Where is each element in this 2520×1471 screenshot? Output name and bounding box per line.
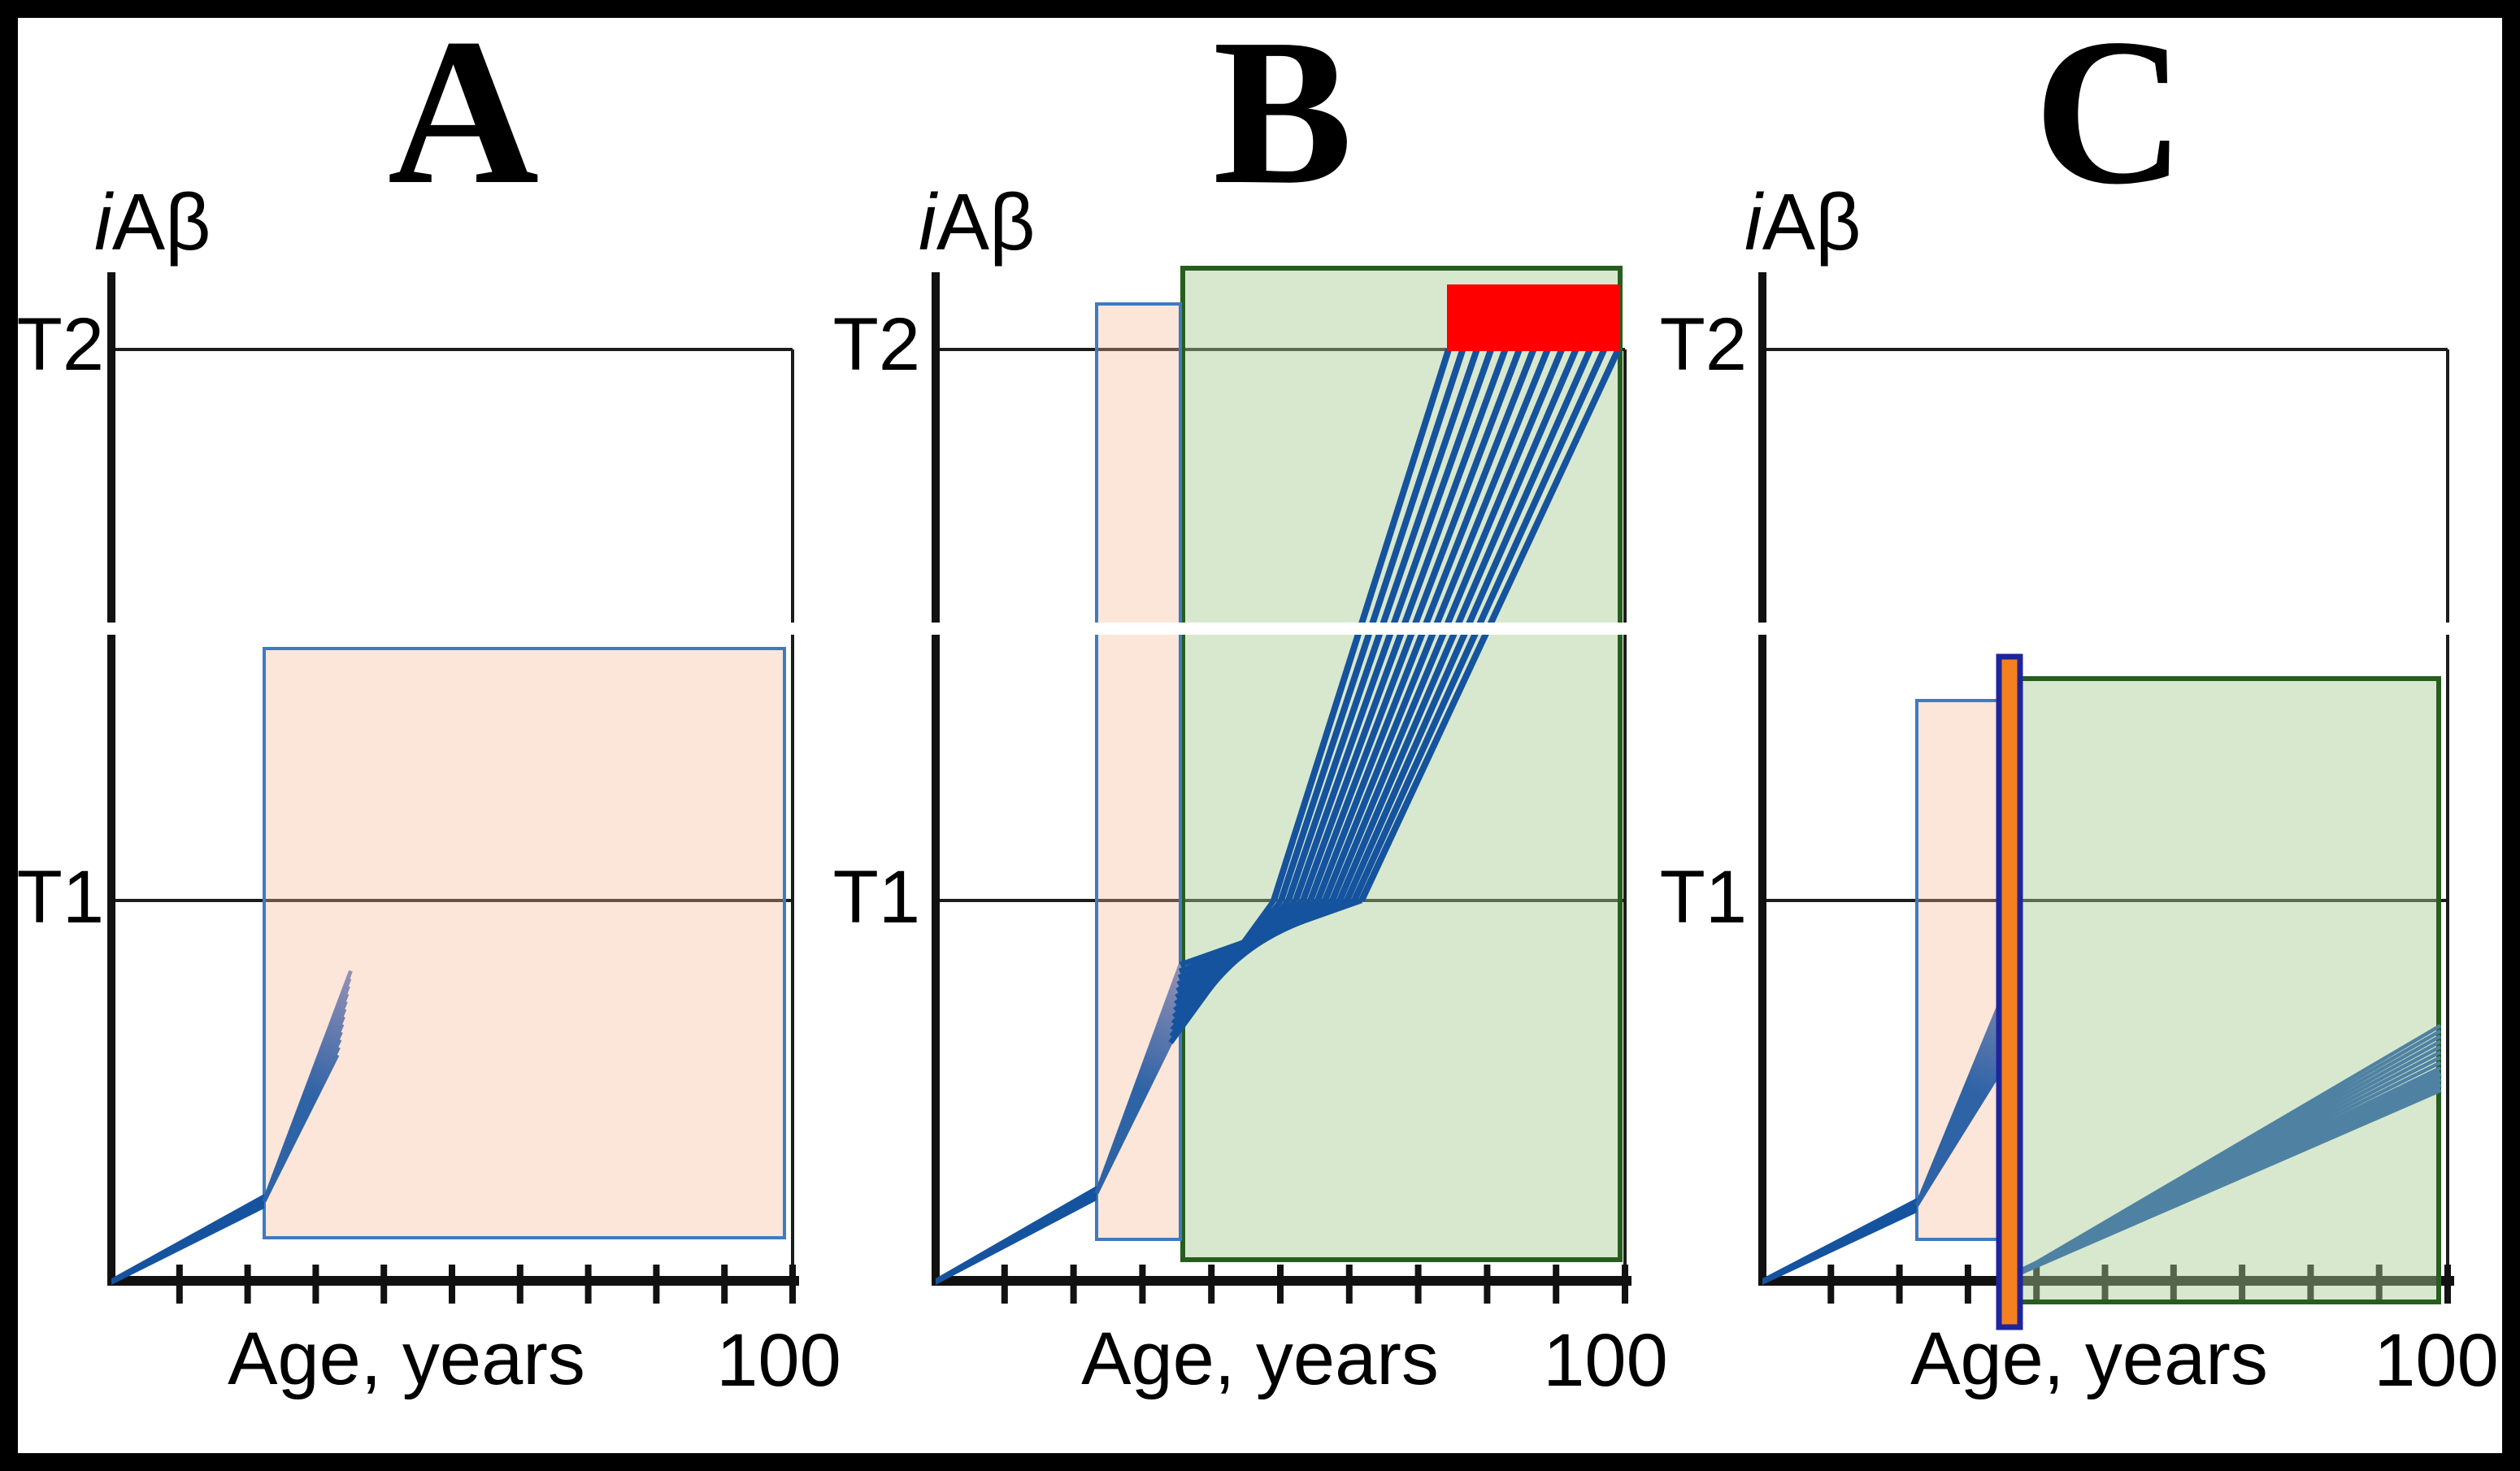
y-axis-label-b-rest: Aβ xyxy=(936,177,1036,267)
y-axis-label-c-rest: Aβ xyxy=(1762,177,1862,267)
y-axis-label-b: iAβ xyxy=(919,182,1130,262)
x-max-label-c: 100 xyxy=(2374,1319,2499,1402)
y-axis-label-a: iAβ xyxy=(94,182,306,262)
t1-label-a: T1 xyxy=(16,856,104,939)
panel-title-a: A xyxy=(387,0,540,228)
x-max-label-b: 100 xyxy=(1543,1319,1668,1402)
t2-label-b: T2 xyxy=(832,303,920,386)
x-max-label-a: 100 xyxy=(716,1319,841,1402)
y-axis-label-a-rest: Aβ xyxy=(111,177,211,267)
panel-title-b: B xyxy=(1212,0,1353,228)
y-axis-label-c: iAβ xyxy=(1744,182,1956,262)
t1-label-c: T1 xyxy=(1659,856,1747,939)
t2-label-a: T2 xyxy=(16,303,104,386)
y-axis-label-b-italic: i xyxy=(919,177,936,267)
x-axis-label-c: Age, years xyxy=(1910,1317,2268,1400)
t2-label-c: T2 xyxy=(1659,303,1747,386)
y-axis-label-c-italic: i xyxy=(1744,177,1762,267)
t1-label-b: T1 xyxy=(832,856,920,939)
x-axis-label-b: Age, years xyxy=(1081,1317,1439,1400)
y-axis-label-a-italic: i xyxy=(94,177,112,267)
x-axis-label-a: Age, years xyxy=(228,1317,585,1400)
panel-title-c: C xyxy=(2033,0,2186,228)
